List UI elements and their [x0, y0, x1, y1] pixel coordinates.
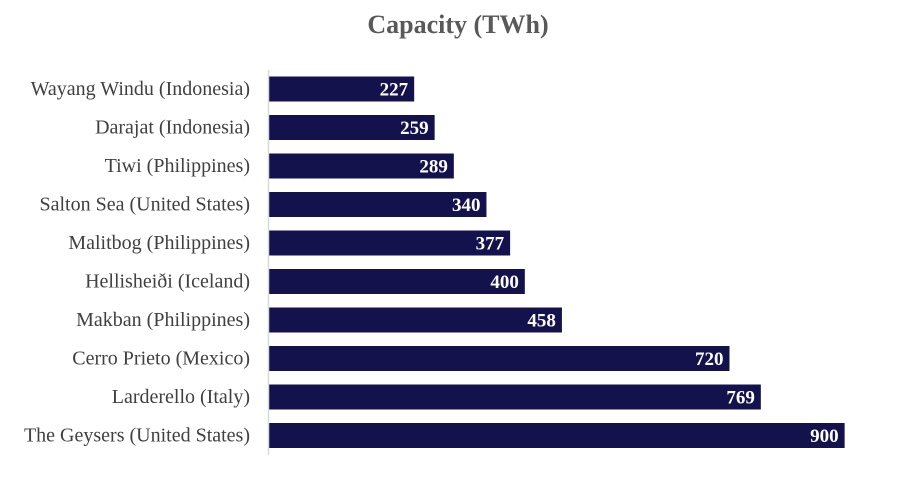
data-label: 400 [490, 272, 519, 293]
chart-title: Capacity (TWh) [367, 10, 548, 39]
bar [269, 384, 761, 410]
data-label: 259 [400, 118, 429, 139]
data-label: 769 [726, 388, 755, 409]
category-label: Tiwi (Philippines) [105, 155, 250, 177]
data-label: 289 [419, 157, 448, 178]
bar [269, 153, 454, 179]
category-label: Salton Sea (United States) [39, 194, 250, 216]
category-label: Darajat (Indonesia) [95, 117, 250, 139]
bar [269, 192, 487, 217]
bar [269, 76, 415, 102]
bar [269, 423, 845, 448]
bar [269, 307, 562, 333]
category-label: Hellisheiði (Iceland) [85, 271, 250, 293]
data-label: 227 [380, 80, 409, 101]
data-label: 900 [810, 426, 839, 447]
category-label: Makban (Philippines) [76, 309, 250, 331]
category-label: Malitbog (Philippines) [68, 232, 250, 254]
category-label: Wayang Windu (Indonesia) [31, 78, 250, 100]
data-label: 458 [527, 311, 556, 332]
bar [269, 115, 435, 140]
category-label: The Geysers (United States) [24, 425, 250, 447]
data-label: 720 [695, 349, 724, 370]
bar [269, 269, 525, 294]
data-label: 340 [452, 195, 481, 216]
data-label: 377 [476, 234, 505, 255]
bars-group: Wayang Windu (Indonesia) 227 Darajat (Indo… [24, 76, 845, 448]
category-label: Larderello (Italy) [112, 386, 250, 408]
bar [269, 230, 511, 256]
category-label: Cerro Prieto (Mexico) [72, 348, 250, 370]
bar [269, 346, 730, 371]
